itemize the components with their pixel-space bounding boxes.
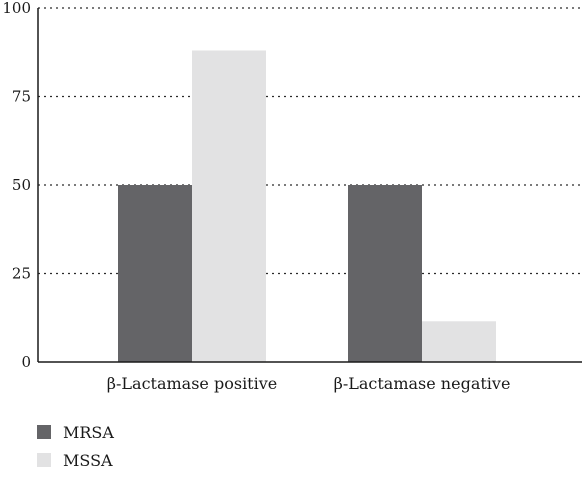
bars [118,50,496,362]
bar-mrsa-2 [348,185,422,362]
x-category-labels: β-Lactamase positive β-Lactamase negative [107,374,511,393]
y-tick-label: 100 [2,0,31,17]
y-tick-labels: 0 25 50 75 100 [2,0,31,371]
x-category-label: β-Lactamase negative [334,374,511,393]
bar-mssa-1 [192,50,266,362]
legend-label: MRSA [63,423,114,442]
legend: MRSA MSSA [37,423,114,470]
bar-mrsa-1 [118,185,192,362]
axes [37,8,582,363]
bar-mssa-2 [422,321,496,362]
legend-swatch-mrsa [37,425,51,439]
y-tick-label: 75 [12,88,31,106]
legend-swatch-mssa [37,453,51,467]
y-tick-label: 0 [21,353,31,371]
legend-label: MSSA [63,451,113,470]
y-tick-label: 50 [12,176,31,194]
y-tick-label: 25 [12,265,31,283]
x-category-label: β-Lactamase positive [107,374,277,393]
